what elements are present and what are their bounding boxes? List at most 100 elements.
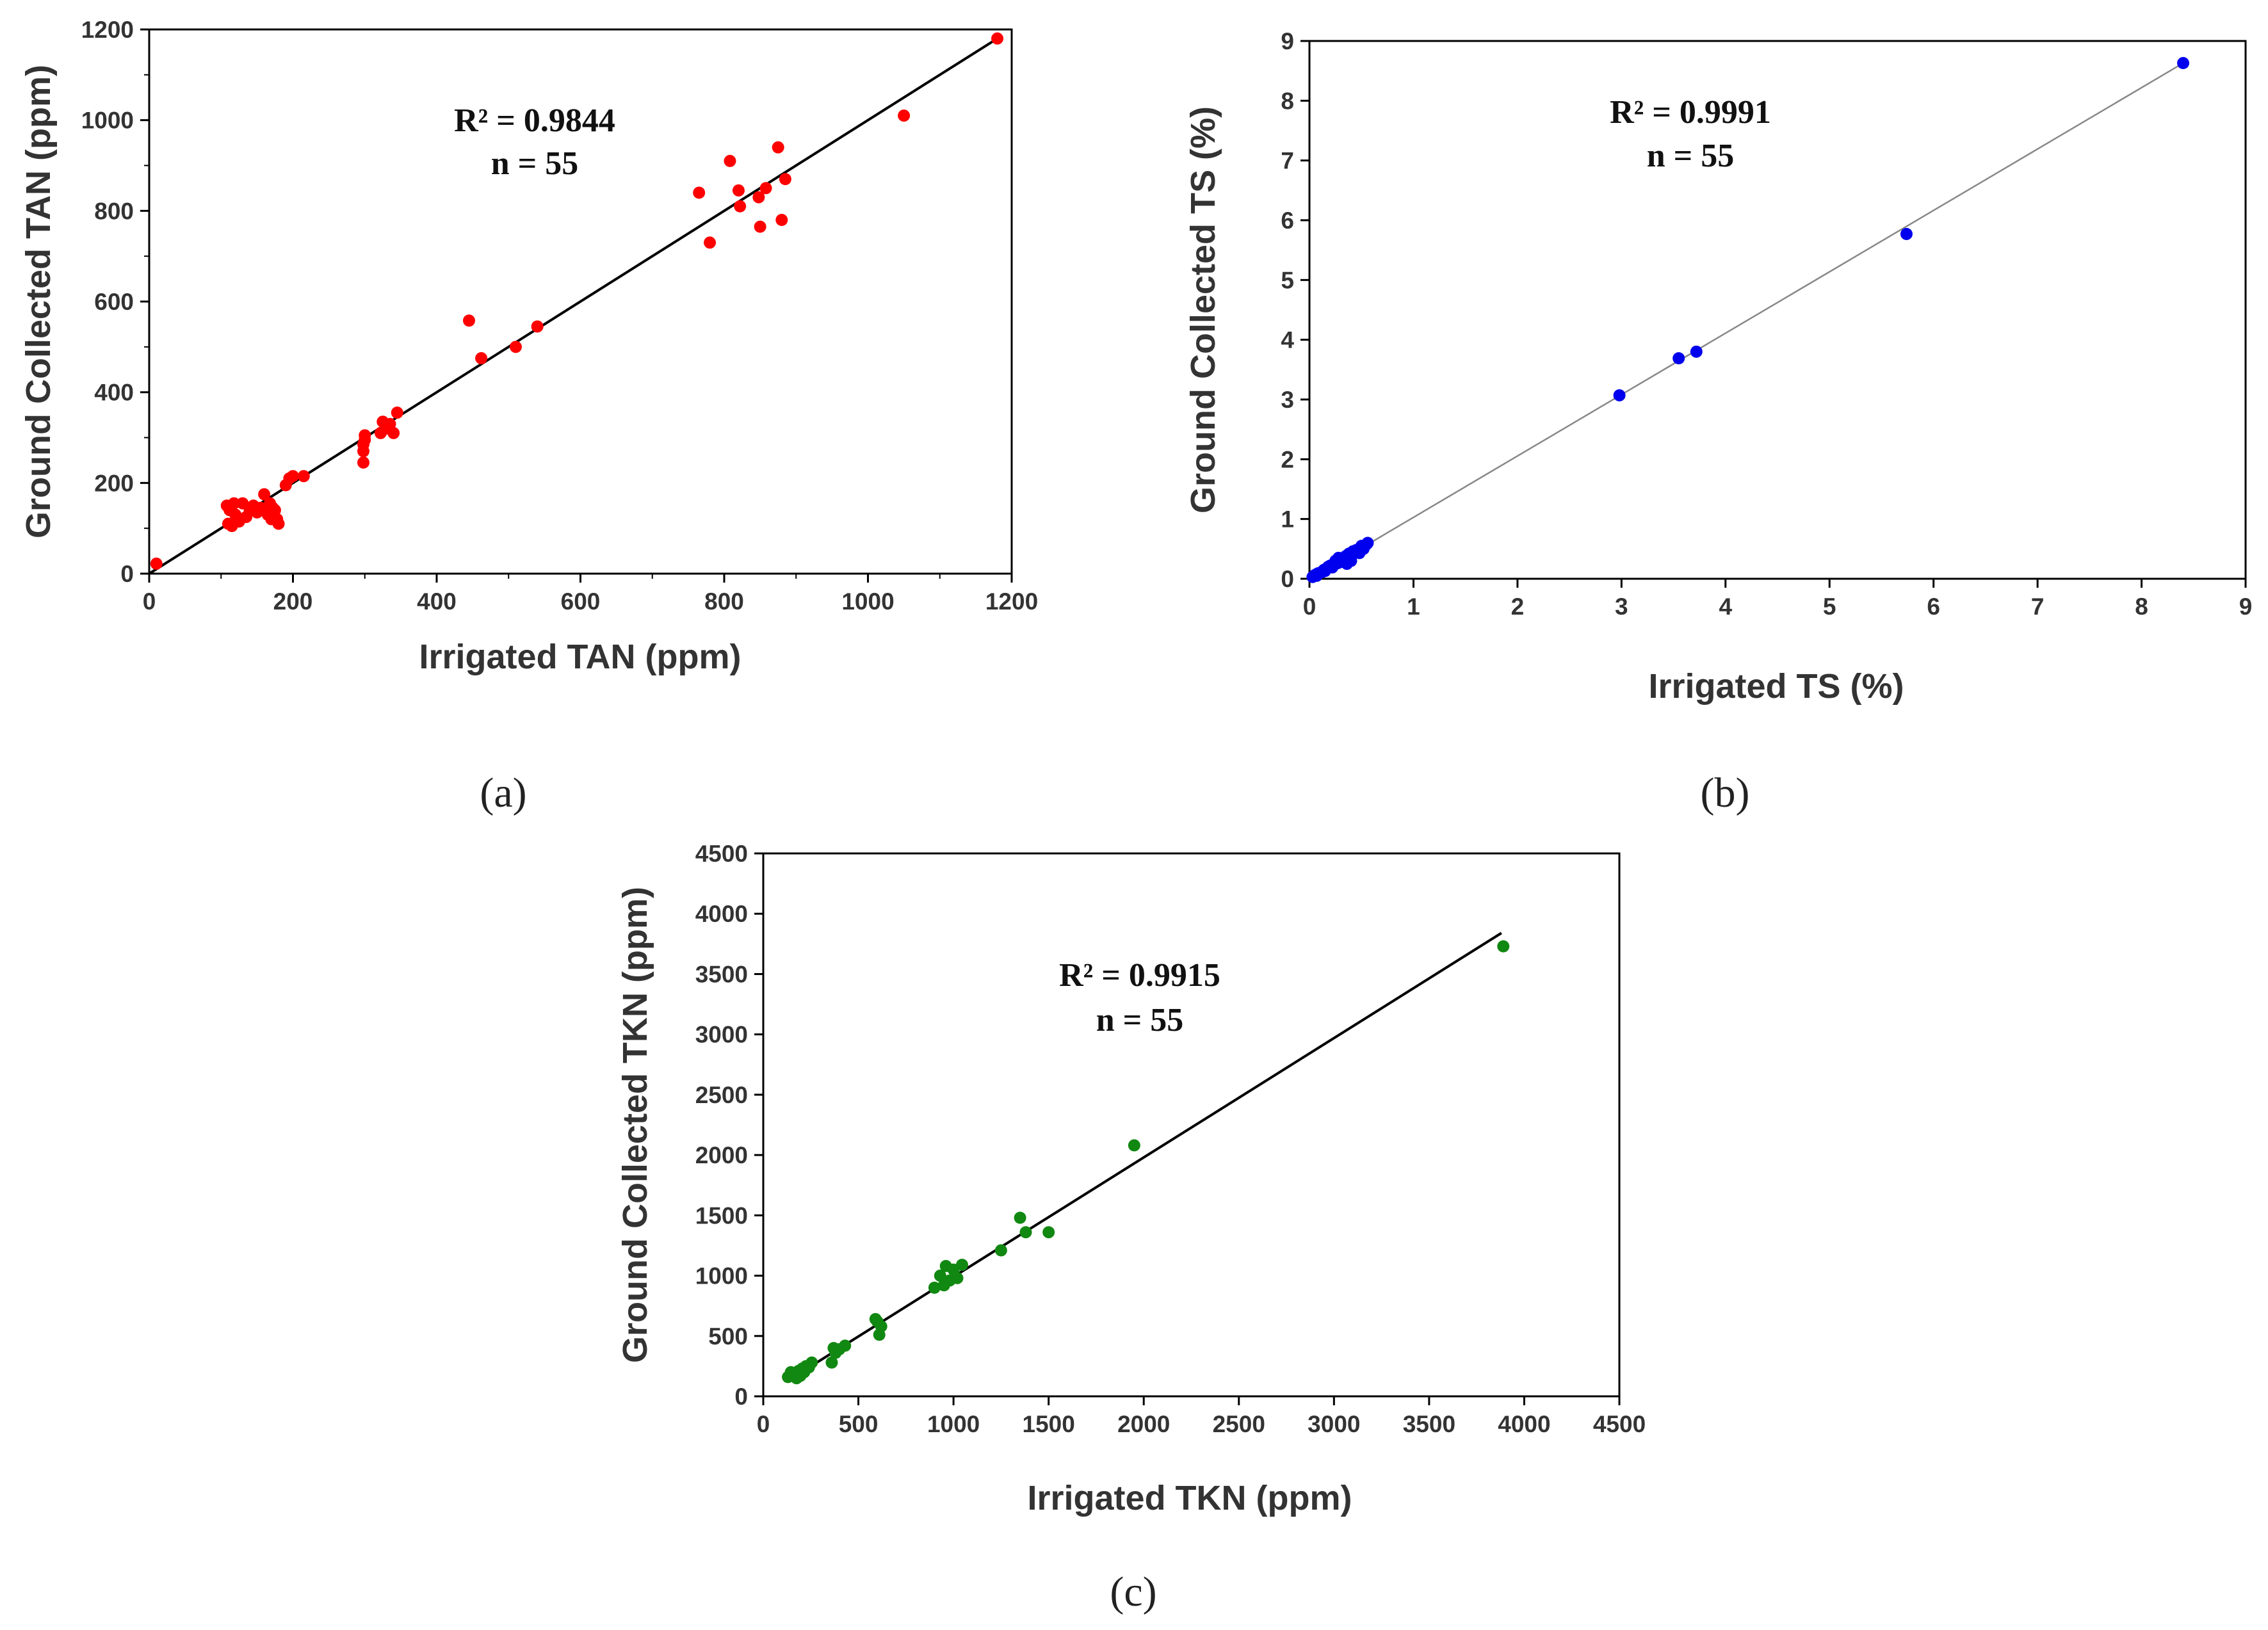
x-tick-label: 3000 bbox=[1308, 1411, 1360, 1437]
data-point bbox=[991, 32, 1004, 45]
data-point bbox=[268, 504, 281, 517]
y-tick-label: 4500 bbox=[695, 841, 748, 867]
y-axis-label-c: Ground Collected TKN (ppm) bbox=[616, 887, 654, 1363]
x-tick-label: 3 bbox=[1615, 593, 1628, 620]
y-tick-label: 1200 bbox=[81, 17, 134, 43]
y-tick-label: 4000 bbox=[695, 901, 748, 927]
y-tick-label: 1500 bbox=[695, 1202, 748, 1229]
data-point bbox=[387, 426, 400, 439]
tick-labels-b: 0 1 2 3 4 5 6 7 8 9 0 1 2 3 4 5 6 7 8 9 bbox=[1281, 28, 2252, 620]
data-point bbox=[772, 141, 784, 154]
x-tick-label: 1000 bbox=[841, 588, 894, 615]
x-tick-label: 0 bbox=[757, 1411, 770, 1437]
data-point bbox=[779, 173, 791, 186]
data-point bbox=[272, 517, 285, 530]
data-point bbox=[825, 1356, 838, 1369]
x-tick-label: 400 bbox=[417, 588, 457, 615]
x-tick-label: 800 bbox=[704, 588, 744, 615]
data-point bbox=[1345, 554, 1357, 567]
y-tick-label: 9 bbox=[1281, 28, 1294, 54]
x-axis-label-a: Irrigated TAN (ppm) bbox=[419, 638, 741, 676]
y-tick-label: 2 bbox=[1281, 446, 1294, 472]
data-point bbox=[775, 214, 788, 226]
x-tick-label: 2 bbox=[1511, 593, 1525, 620]
panel-label-b: (b) bbox=[1701, 770, 1750, 816]
data-point bbox=[359, 429, 371, 442]
x-tick-label: 2000 bbox=[1117, 1411, 1170, 1437]
r-squared-a: R² = 0.9844 bbox=[454, 102, 615, 139]
data-point bbox=[2177, 57, 2190, 70]
data-point bbox=[1900, 227, 1913, 240]
x-tick-label: 1500 bbox=[1023, 1411, 1075, 1437]
data-point bbox=[994, 1244, 1007, 1257]
data-points-b bbox=[1306, 57, 2190, 583]
data-point bbox=[1042, 1226, 1055, 1239]
trendline-c bbox=[787, 932, 1502, 1382]
x-tick-label: 8 bbox=[2135, 593, 2148, 620]
y-tick-label: 800 bbox=[94, 198, 134, 224]
y-axis-label-b: Ground Collected TS (%) bbox=[1184, 106, 1222, 513]
data-points-c bbox=[782, 940, 1510, 1385]
sample-count-b: n = 55 bbox=[1647, 138, 1735, 174]
x-tick-label: 0 bbox=[143, 588, 156, 615]
y-tick-label: 1000 bbox=[81, 108, 134, 134]
data-point bbox=[928, 1281, 941, 1294]
y-tick-label: 200 bbox=[94, 470, 134, 496]
tick-labels-c: 0 500 1000 1500 2000 2500 3000 3500 4000 4500 0 500… bbox=[695, 841, 1646, 1437]
x-tick-label: 0 bbox=[1303, 593, 1316, 620]
x-tick-label: 1 bbox=[1407, 593, 1420, 620]
r-squared-c: R² = 0.9915 bbox=[1059, 957, 1220, 994]
data-point bbox=[1613, 389, 1626, 401]
x-tick-label: 1200 bbox=[985, 588, 1038, 615]
x-tick-label: 4 bbox=[1719, 593, 1732, 620]
tick-labels-a: 0 200 400 600 800 1000 1200 0 200 400 600 800 1000 12… bbox=[81, 17, 1038, 615]
y-tick-label: 1 bbox=[1281, 506, 1294, 533]
y-tick-label: 400 bbox=[94, 380, 134, 406]
data-point bbox=[1019, 1226, 1032, 1239]
x-tick-label: 5 bbox=[1823, 593, 1836, 620]
y-tick-label: 5 bbox=[1281, 267, 1294, 293]
y-tick-label: 0 bbox=[734, 1384, 748, 1410]
y-tick-label: 7 bbox=[1281, 148, 1294, 174]
x-tick-label: 6 bbox=[1927, 593, 1940, 620]
data-point bbox=[806, 1356, 818, 1369]
data-point bbox=[1128, 1139, 1140, 1152]
data-point bbox=[1361, 537, 1374, 549]
data-point bbox=[693, 186, 706, 199]
data-point bbox=[1690, 345, 1703, 358]
x-tick-label: 500 bbox=[839, 1411, 879, 1437]
data-point bbox=[1673, 352, 1685, 365]
axis-ticks-a bbox=[140, 28, 1013, 583]
y-tick-label: 4 bbox=[1281, 327, 1294, 353]
data-point bbox=[227, 497, 240, 510]
y-axis-label-a: Ground Collected TAN (ppm) bbox=[19, 65, 58, 538]
plot-area-b bbox=[1308, 40, 2247, 580]
y-tick-label: 0 bbox=[1281, 566, 1294, 592]
panel-label-c: (c) bbox=[1110, 1569, 1156, 1615]
panel-label-a: (a) bbox=[480, 770, 526, 816]
data-point bbox=[297, 470, 310, 483]
data-point bbox=[1497, 940, 1510, 953]
x-axis-label-c: Irrigated TKN (ppm) bbox=[1028, 1479, 1352, 1517]
data-point bbox=[724, 154, 736, 167]
data-point bbox=[475, 352, 488, 365]
axis-ticks-c bbox=[754, 852, 1621, 1405]
trendline-b bbox=[1309, 62, 2184, 580]
data-point bbox=[150, 557, 163, 570]
x-tick-label: 3500 bbox=[1403, 1411, 1455, 1437]
x-tick-label: 9 bbox=[2239, 593, 2253, 620]
data-points-a bbox=[150, 32, 1004, 570]
x-tick-label: 7 bbox=[2031, 593, 2045, 620]
x-tick-label: 2500 bbox=[1213, 1411, 1265, 1437]
data-point bbox=[1014, 1211, 1026, 1224]
panel-b: 0 1 2 3 4 5 6 7 8 9 0 1 2 3 4 5 6 7 8 9 Irrigated TS (%) Gr… bbox=[1184, 28, 2252, 816]
data-point bbox=[391, 407, 403, 419]
data-point bbox=[752, 191, 765, 204]
y-tick-label: 3500 bbox=[695, 961, 748, 987]
y-tick-label: 3 bbox=[1281, 387, 1294, 413]
data-point bbox=[934, 1270, 946, 1282]
x-tick-label: 4000 bbox=[1498, 1411, 1550, 1437]
x-tick-label: 1000 bbox=[927, 1411, 980, 1437]
y-tick-label: 600 bbox=[94, 289, 134, 315]
